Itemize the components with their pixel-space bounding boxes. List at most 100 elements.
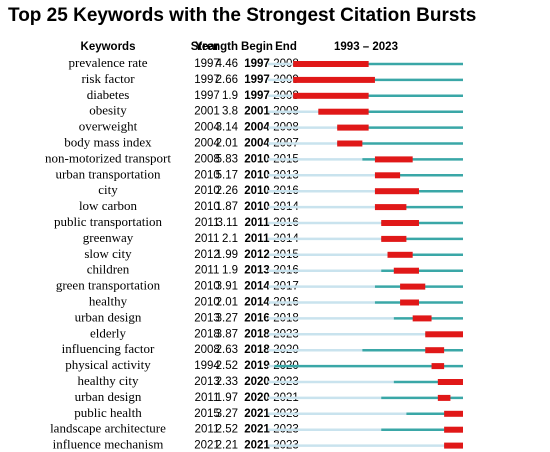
strength: 2.52 bbox=[216, 424, 238, 436]
column-header: Strength bbox=[191, 41, 238, 53]
strength: 2.21 bbox=[216, 440, 238, 452]
burst-bar bbox=[425, 347, 445, 354]
burst-bar bbox=[293, 61, 369, 67]
keyword: healthy city bbox=[77, 373, 139, 388]
begin: 2011 bbox=[245, 217, 271, 229]
strength: 2.26 bbox=[216, 185, 238, 197]
year: 2013 bbox=[194, 376, 220, 388]
burst-bar bbox=[393, 267, 419, 274]
burst-bar bbox=[444, 426, 463, 433]
strength: 2.33 bbox=[216, 376, 238, 388]
year: 1994 bbox=[194, 360, 220, 372]
burst-bar bbox=[381, 220, 419, 226]
keyword: body mass index bbox=[64, 134, 152, 149]
keyword: risk factor bbox=[81, 71, 135, 86]
strength: 3.91 bbox=[216, 281, 238, 293]
keyword: greenway bbox=[83, 230, 134, 245]
keyword: diabetes bbox=[87, 87, 130, 102]
strength: 2.01 bbox=[216, 297, 238, 309]
keyword: green transportation bbox=[56, 278, 161, 293]
keyword: urban design bbox=[75, 309, 142, 324]
strength: 2.52 bbox=[216, 360, 238, 372]
burst-bar bbox=[400, 299, 419, 306]
strength: 5.83 bbox=[216, 153, 238, 165]
strength: 3.27 bbox=[216, 312, 238, 324]
begin: 2020 bbox=[244, 392, 270, 404]
burst-bar bbox=[444, 410, 463, 417]
year: 2008 bbox=[194, 344, 220, 356]
begin: 2021 bbox=[244, 424, 270, 436]
column-header: End bbox=[275, 41, 297, 53]
year: 2011 bbox=[195, 233, 220, 245]
burst-bar bbox=[293, 92, 369, 99]
burst-bar bbox=[437, 394, 451, 401]
burst-bar bbox=[412, 315, 432, 322]
year: 2012 bbox=[194, 249, 220, 261]
column-header: 1993 – 2023 bbox=[334, 41, 398, 53]
strength: 3.14 bbox=[216, 122, 239, 134]
begin: 2004 bbox=[244, 138, 270, 150]
begin: 2018 bbox=[244, 344, 270, 356]
begin: 2010 bbox=[244, 153, 270, 165]
chart-title: Top 25 Keywords with the Strongest Citat… bbox=[8, 5, 476, 26]
begin: 2012 bbox=[244, 249, 270, 261]
begin: 2021 bbox=[244, 408, 270, 420]
burst-bar bbox=[400, 283, 426, 290]
begin: 1997 bbox=[244, 74, 270, 86]
keyword: non-motorized transport bbox=[45, 150, 171, 165]
strength: 3.87 bbox=[216, 328, 238, 340]
burst-bar bbox=[293, 76, 375, 83]
year: 2001 bbox=[194, 106, 220, 118]
begin: 2016 bbox=[244, 312, 270, 324]
year: 2015 bbox=[194, 408, 220, 420]
begin: 2020 bbox=[244, 376, 270, 388]
strength: 2.63 bbox=[216, 344, 238, 356]
year: 2010 bbox=[194, 297, 220, 309]
burst-bar bbox=[374, 156, 413, 163]
burst-bar bbox=[374, 172, 401, 179]
begin: 2013 bbox=[244, 265, 270, 277]
keyword: physical activity bbox=[65, 357, 151, 372]
year: 1997 bbox=[194, 74, 220, 86]
year: 2018 bbox=[194, 328, 220, 340]
begin: 2010 bbox=[244, 169, 270, 181]
strength: 3.11 bbox=[216, 217, 238, 229]
keyword: urban transportation bbox=[55, 166, 161, 181]
year: 2010 bbox=[194, 201, 220, 213]
strength: 2.66 bbox=[216, 74, 238, 86]
begin: 2011 bbox=[245, 233, 271, 245]
begin: 2004 bbox=[244, 122, 270, 134]
year: 2011 bbox=[195, 265, 220, 277]
year: 1997 bbox=[194, 58, 220, 70]
burst-bar bbox=[444, 442, 463, 449]
keyword: slow city bbox=[84, 246, 132, 261]
strength: 1.99 bbox=[216, 249, 238, 261]
keyword: public transportation bbox=[54, 214, 162, 229]
begin: 2001 bbox=[244, 106, 270, 118]
begin: 2014 bbox=[244, 281, 270, 293]
strength: 1.9 bbox=[222, 265, 238, 277]
year: 2010 bbox=[194, 185, 220, 197]
year: 2010 bbox=[194, 169, 220, 181]
strength: 3.27 bbox=[216, 408, 238, 420]
burst-bar bbox=[387, 251, 413, 258]
keyword: obesity bbox=[89, 103, 127, 118]
year: 2010 bbox=[194, 281, 220, 293]
strength: 1.9 bbox=[222, 90, 238, 102]
keyword: public health bbox=[74, 405, 142, 420]
begin: 2010 bbox=[244, 201, 270, 213]
column-header: Keywords bbox=[81, 41, 136, 53]
begin: 2010 bbox=[244, 185, 270, 197]
keyword: city bbox=[98, 182, 118, 197]
column-header: Year bbox=[195, 41, 220, 53]
year: 1997 bbox=[194, 90, 220, 102]
keyword: urban design bbox=[75, 389, 142, 404]
begin: 2021 bbox=[244, 440, 270, 452]
year: 2011 bbox=[195, 217, 220, 229]
strength: 5.17 bbox=[216, 169, 238, 181]
strength: 2.1 bbox=[222, 233, 238, 245]
year: 2008 bbox=[194, 153, 220, 165]
strength: 2.01 bbox=[216, 138, 238, 150]
begin: 2019 bbox=[244, 360, 270, 372]
